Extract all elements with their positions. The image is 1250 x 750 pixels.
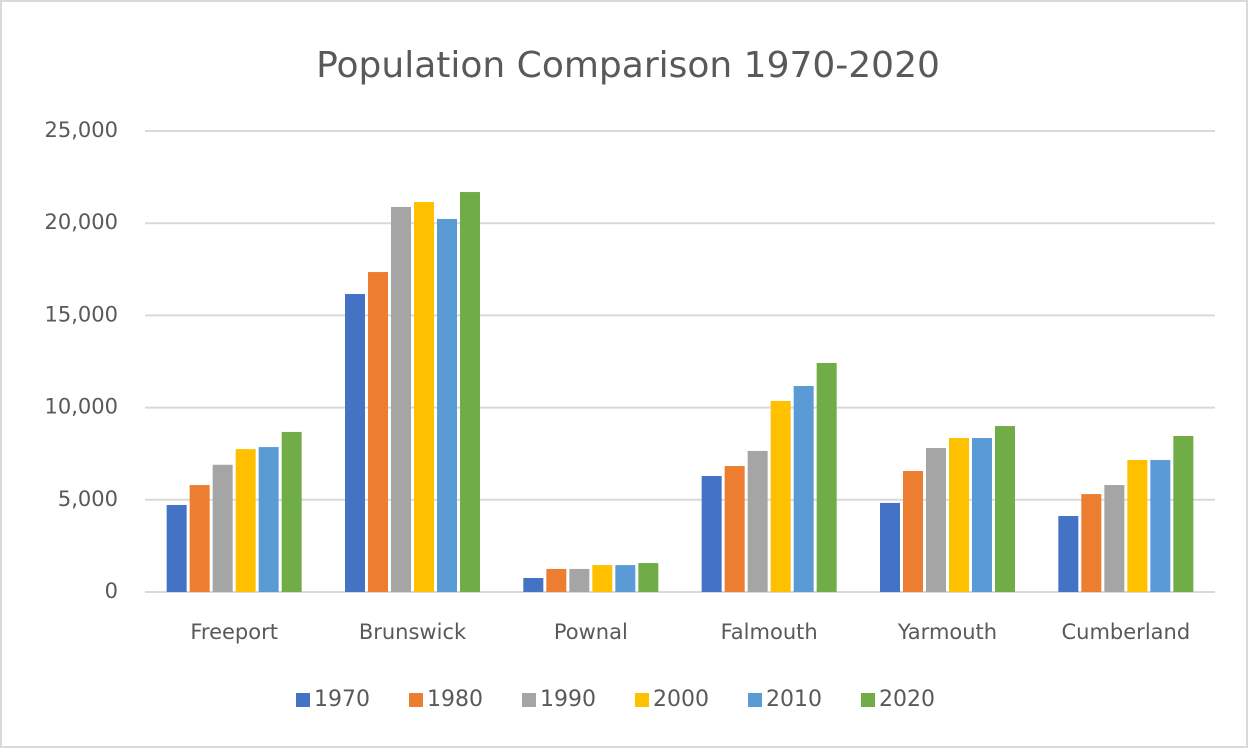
bar [391, 206, 411, 593]
bar [569, 568, 590, 592]
bar [747, 450, 768, 592]
bar [546, 568, 567, 592]
y-tick-label: 15,000 [45, 302, 118, 326]
y-tick-label: 5,000 [58, 487, 118, 511]
bar [212, 464, 233, 592]
legend-label: 2010 [766, 687, 822, 712]
bar [235, 449, 256, 592]
bar [523, 577, 544, 592]
legend-swatch [748, 693, 762, 707]
bar [880, 502, 900, 592]
bar [1150, 459, 1171, 592]
bar [460, 192, 480, 592]
legend-swatch [635, 693, 649, 707]
bar [903, 471, 923, 592]
bar [592, 565, 613, 592]
bar [793, 386, 814, 592]
bar [770, 400, 791, 592]
x-tick-label: Falmouth [721, 620, 818, 644]
bar [995, 426, 1015, 592]
x-tick-label: Brunswick [359, 620, 467, 644]
bar [949, 438, 969, 592]
y-tick-label: 0 [105, 579, 118, 603]
y-tick-label: 25,000 [45, 118, 118, 142]
legend-label: 1980 [427, 687, 483, 712]
bar [638, 563, 659, 592]
x-tick-label: Cumberland [1062, 620, 1191, 644]
bar [281, 431, 302, 592]
legend-swatch [522, 693, 536, 707]
legend-swatch [861, 693, 875, 707]
bar [926, 447, 946, 592]
bar [615, 565, 636, 592]
bar [972, 438, 992, 592]
bar [414, 201, 434, 592]
x-tick-label: Freeport [190, 620, 278, 644]
y-tick-label: 10,000 [45, 395, 118, 419]
bar [816, 362, 837, 592]
legend-label: 2020 [879, 687, 935, 712]
bar [258, 447, 279, 592]
legend-swatch [296, 693, 310, 707]
bar [1127, 459, 1148, 592]
bar [701, 476, 722, 592]
legend-label: 2000 [653, 687, 709, 712]
legend-label: 1990 [540, 687, 596, 712]
bar [166, 504, 187, 592]
chart-title: Population Comparison 1970-2020 [316, 45, 940, 86]
bar [1173, 435, 1194, 592]
x-tick-label: Yarmouth [897, 620, 997, 644]
x-tick-label: Pownal [554, 620, 628, 644]
bar [345, 294, 365, 592]
bar [1081, 494, 1102, 592]
y-tick-label: 20,000 [45, 210, 118, 234]
bar [437, 218, 457, 592]
bar [1058, 516, 1079, 592]
bar [368, 272, 388, 592]
bar [1104, 485, 1125, 592]
legend-swatch [409, 693, 423, 707]
bar [724, 466, 745, 592]
legend-label: 1970 [314, 687, 370, 712]
bar [189, 485, 210, 592]
